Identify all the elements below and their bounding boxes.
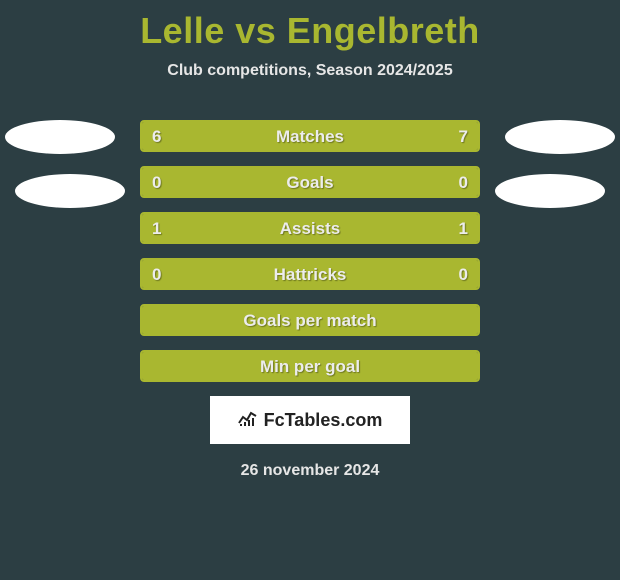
stat-row: 00Hattricks xyxy=(140,258,480,290)
stat-row: 67Matches xyxy=(140,120,480,152)
stat-row: Goals per match xyxy=(140,304,480,336)
stat-label: Assists xyxy=(142,214,478,244)
subtitle: Club competitions, Season 2024/2025 xyxy=(0,62,620,80)
page-title: Lelle vs Engelbreth xyxy=(0,0,620,52)
stat-label: Goals per match xyxy=(142,306,478,336)
fctables-logo: FcTables.com xyxy=(210,396,410,444)
comparison-chart: 67Matches 00Goals 11Assists 00Hattricks Goal… xyxy=(0,120,620,382)
date-text: 26 november 2024 xyxy=(0,462,620,480)
chart-icon xyxy=(238,409,258,432)
stat-label: Hattricks xyxy=(142,260,478,290)
stat-row: 00Goals xyxy=(140,166,480,198)
logo-text: FcTables.com xyxy=(264,410,383,431)
stat-row: 11Assists xyxy=(140,212,480,244)
stat-label: Goals xyxy=(142,168,478,198)
stat-label: Matches xyxy=(142,122,478,152)
stat-row: Min per goal xyxy=(140,350,480,382)
stat-label: Min per goal xyxy=(142,352,478,382)
